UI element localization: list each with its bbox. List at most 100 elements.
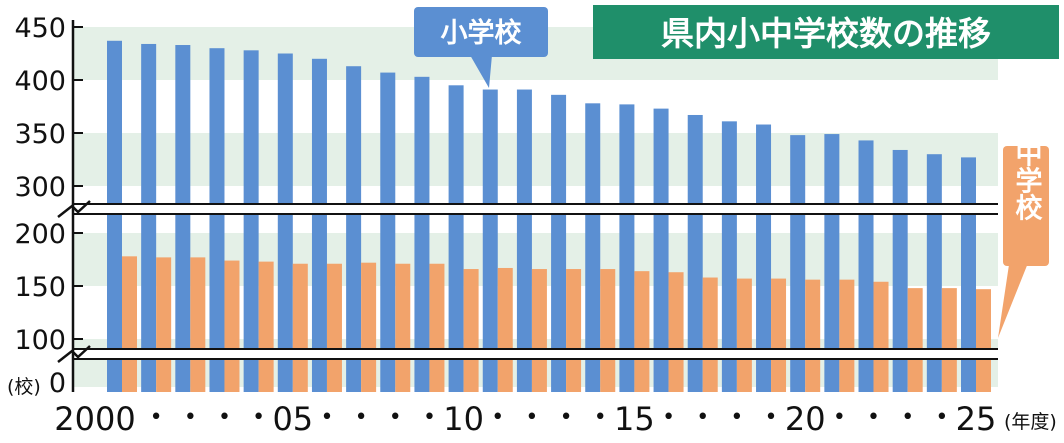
axis-break-squiggle: [57, 345, 91, 363]
x-tick-label: 25: [956, 400, 997, 438]
bar-elementary: [277, 53, 293, 392]
bar-junior: [941, 288, 957, 392]
x-tick-dot: •: [594, 405, 607, 430]
x-tick-label: 15: [614, 400, 655, 438]
chart-title: 県内小中学校数の推移: [593, 5, 1059, 59]
legend-elementary-text: 小学校: [441, 17, 522, 49]
x-tick-dot: •: [355, 405, 368, 430]
bar-junior: [497, 267, 513, 392]
bar-junior: [258, 261, 274, 392]
bar-junior: [907, 288, 923, 392]
bar-junior: [156, 257, 172, 392]
bar-junior: [805, 279, 821, 392]
bar-junior: [668, 272, 684, 392]
bar-elementary: [107, 40, 122, 392]
bar-junior: [122, 256, 137, 392]
bar-elementary: [824, 134, 840, 392]
bar-elementary: [380, 72, 396, 392]
x-tick-dot: •: [525, 405, 538, 430]
bar-elementary: [311, 58, 327, 393]
unit-label: (校): [7, 376, 41, 398]
legend-junior-pointer: [998, 258, 1030, 338]
bar-elementary: [175, 45, 191, 393]
axis-break-gap: [60, 204, 1000, 214]
bar-junior: [702, 277, 718, 392]
bar-elementary: [687, 114, 703, 392]
x-tick-dot: •: [935, 405, 948, 430]
x-tick-dot: •: [320, 405, 333, 430]
bar-elementary: [209, 48, 225, 392]
legend-elementary: 小学校: [414, 7, 548, 88]
x-tick-dot: •: [696, 405, 709, 430]
bar-elementary: [346, 66, 362, 392]
bar-elementary: [756, 124, 772, 393]
bar-junior: [190, 257, 206, 392]
y-tick-label: 450: [14, 13, 66, 44]
bar-junior: [395, 263, 411, 392]
bar-junior: [566, 269, 582, 392]
axis-break-squiggle: [57, 200, 91, 218]
bar-junior: [873, 281, 889, 392]
x-tick-dot: •: [184, 405, 197, 430]
bar-elementary: [516, 89, 532, 392]
year-label: (年度): [1004, 411, 1057, 433]
bar-elementary: [619, 104, 635, 392]
bar-junior: [976, 289, 991, 392]
y-tick-label: 0: [49, 368, 66, 399]
axis-breaks: [57, 200, 1000, 363]
x-tick-labels: 2000 • • • • 05 • • • • 10 • • • • 15 • • • • 20 • • • • 25: [54, 400, 996, 438]
bar-elementary: [448, 85, 464, 393]
legend-elementary-box: [414, 7, 548, 57]
x-tick-label: 2000: [54, 400, 135, 438]
bar-junior: [634, 271, 650, 392]
bar-junior: [463, 269, 479, 392]
legend-junior: 中学校: [998, 139, 1049, 338]
x-tick-dot: •: [423, 405, 436, 430]
x-tick-dot: •: [833, 405, 846, 430]
x-tick-dot: •: [491, 405, 504, 430]
bar-elementary: [585, 103, 601, 392]
bar-elementary: [243, 50, 259, 392]
bar-elementary: [551, 94, 567, 392]
legend-junior-box: [1003, 146, 1049, 266]
axis-break-gap: [60, 349, 1000, 359]
bar-elementary: [721, 121, 737, 392]
bar-junior: [292, 263, 308, 392]
bar-junior: [600, 269, 616, 392]
x-tick-dot: •: [218, 405, 231, 430]
y-tick-label: 350: [14, 119, 66, 150]
legend-junior-text: 中学校: [1011, 139, 1043, 221]
bar-elementary: [961, 157, 976, 392]
bar-junior: [771, 278, 787, 392]
y-tick-labels: 0 100 150 200 300 350 400 450: [14, 13, 66, 399]
x-tick-dot: •: [252, 405, 265, 430]
bar-junior: [429, 263, 445, 392]
bar-elementary: [141, 43, 157, 393]
x-tick-label: 20: [785, 400, 826, 438]
bar-elementary: [653, 108, 669, 393]
grid-band: [73, 133, 998, 186]
bar-junior: [361, 262, 377, 392]
bar-junior: [326, 263, 342, 392]
bar-junior: [736, 278, 752, 392]
x-tick-dot: •: [389, 405, 402, 430]
x-tick-label: 05: [272, 400, 313, 438]
y-tick-label: 300: [14, 172, 66, 203]
x-tick-label: 10: [443, 400, 484, 438]
chart-title-box: [593, 5, 1059, 59]
legend-elementary-pointer: [470, 55, 492, 88]
y-tick-label: 100: [14, 325, 66, 356]
chart-title-text: 県内小中学校数の推移: [661, 14, 991, 53]
bar-elementary: [790, 135, 806, 392]
x-tick-dot: •: [867, 405, 880, 430]
y-tick-label: 150: [14, 272, 66, 303]
bar-elementary: [414, 76, 430, 392]
y-axis: [71, 20, 83, 392]
bar-elementary: [482, 89, 498, 392]
x-tick-dot: •: [765, 405, 778, 430]
bar-junior: [224, 260, 240, 392]
x-tick-dot: •: [730, 405, 743, 430]
y-tick-label: 200: [14, 219, 66, 250]
x-tick-dot: •: [662, 405, 675, 430]
